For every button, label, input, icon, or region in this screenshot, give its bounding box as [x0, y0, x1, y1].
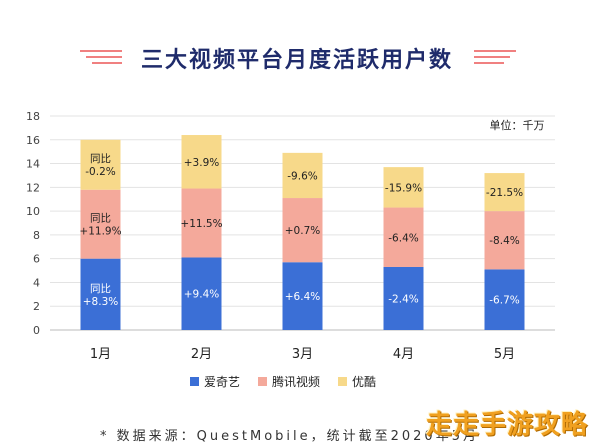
y-tick-label: 18 [26, 110, 40, 123]
legend-label: 爱奇艺 [204, 375, 240, 389]
legend-label: 腾讯视频 [272, 374, 320, 389]
stacked-bar-chart: 024681012141618单位：千万同比+8.3%同比+11.9%同比-0.… [26, 110, 555, 389]
title-left-stripes [80, 50, 122, 64]
data-label: -21.5% [486, 187, 523, 199]
bar-segment [181, 188, 222, 258]
data-label: -9.6% [287, 170, 317, 182]
data-label: -6.7% [489, 295, 519, 307]
data-label: -15.9% [385, 182, 422, 194]
y-tick-label: 16 [26, 134, 40, 147]
data-label: +11.5% [180, 218, 222, 230]
data-label: -8.4% [489, 235, 519, 247]
bar-segment [282, 262, 323, 330]
y-tick-label: 14 [26, 158, 40, 171]
x-tick-label: 3月 [292, 347, 313, 362]
bar-segment [80, 139, 121, 190]
data-label: +9.4% [184, 289, 219, 301]
data-label: -6.4% [388, 232, 418, 244]
y-tick-label: 4 [33, 276, 40, 289]
title-banner: 三大视频平台月度活跃用户数 [0, 36, 594, 80]
legend-label: 优酷 [352, 375, 376, 389]
data-source-note: * 数据来源：QuestMobile，统计截至2020年5月 [100, 429, 479, 444]
data-label: +0.7% [285, 225, 320, 237]
chart-title: 三大视频平台月度活跃用户数 [140, 48, 453, 73]
y-tick-label: 2 [33, 300, 40, 313]
x-tick-label: 1月 [90, 347, 111, 362]
bar-segment [383, 207, 424, 267]
bar-segment [383, 266, 424, 330]
legend-swatch [190, 377, 199, 386]
data-label: -2.4% [388, 293, 418, 305]
bar-segment [484, 173, 525, 212]
bar-segment [383, 167, 424, 208]
watermark: 走走手游攻略 [425, 410, 588, 440]
legend-swatch [258, 377, 267, 386]
x-tick-label: 4月 [393, 347, 414, 362]
x-tick-label: 5月 [494, 347, 515, 362]
bar-segment [282, 198, 323, 263]
data-label: +3.9% [184, 157, 219, 169]
bar-segment [282, 152, 323, 199]
bar-segment [181, 257, 222, 330]
legend-swatch [338, 377, 347, 386]
data-label: 同比 [90, 152, 111, 165]
unit-label: 单位：千万 [490, 118, 545, 132]
data-label: +11.9% [79, 226, 121, 238]
bar-segment [484, 269, 525, 330]
data-label: +6.4% [285, 291, 320, 303]
y-tick-label: 10 [26, 205, 40, 218]
bar-segment [484, 211, 525, 270]
bar-segment [80, 189, 121, 259]
x-tick-label: 2月 [191, 347, 212, 362]
data-label: -0.2% [85, 166, 115, 178]
bar-segment [80, 258, 121, 330]
y-tick-label: 12 [26, 181, 40, 194]
y-tick-label: 0 [33, 324, 40, 337]
data-label: 同比 [90, 212, 111, 225]
y-tick-label: 8 [33, 229, 40, 242]
data-label: +8.3% [83, 296, 118, 308]
title-right-stripes [474, 50, 516, 64]
data-label: 同比 [90, 282, 111, 295]
bar-segment [181, 135, 222, 189]
y-tick-label: 6 [33, 253, 40, 266]
